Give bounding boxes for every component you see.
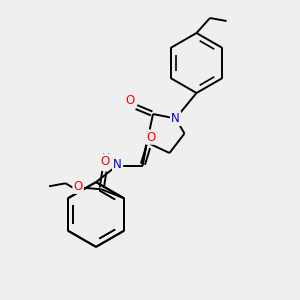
Text: O: O bbox=[74, 180, 83, 193]
Text: H: H bbox=[101, 153, 110, 163]
Text: O: O bbox=[100, 155, 109, 168]
Text: N: N bbox=[171, 112, 180, 125]
Text: O: O bbox=[146, 130, 155, 144]
Text: O: O bbox=[125, 94, 134, 107]
Text: N: N bbox=[113, 158, 122, 172]
